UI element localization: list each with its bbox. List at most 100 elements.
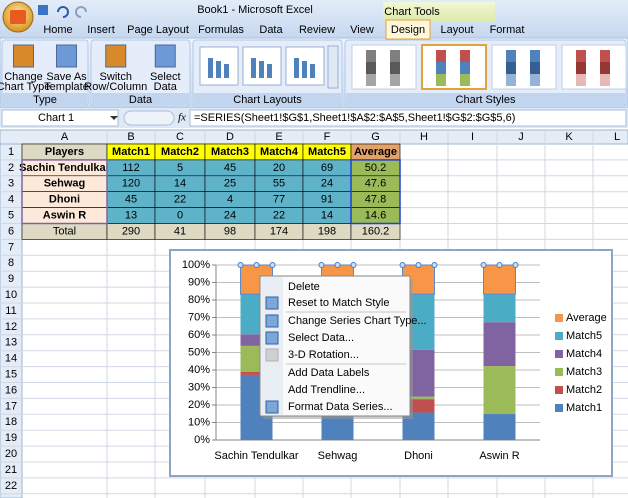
column-header[interactable]: E <box>275 131 282 143</box>
bar-segment[interactable] <box>483 366 516 415</box>
column-header[interactable]: H <box>420 131 428 143</box>
row-header[interactable]: 14 <box>5 353 17 365</box>
style-thumb[interactable] <box>421 44 487 90</box>
legend-label[interactable]: Average <box>566 312 607 324</box>
menu-item[interactable]: Format Data Series... <box>288 401 393 413</box>
undo-icon[interactable] <box>57 6 69 18</box>
button-label[interactable]: Change <box>4 71 43 83</box>
save-icon[interactable] <box>38 5 48 15</box>
column-header[interactable]: J <box>518 131 524 143</box>
cell-text: 22 <box>174 194 186 206</box>
bar-segment[interactable] <box>483 414 516 440</box>
column-header[interactable]: C <box>176 131 184 143</box>
menu-item[interactable]: Select Data... <box>288 332 354 344</box>
row-header[interactable]: 19 <box>5 432 17 444</box>
menu-item[interactable]: Change Series Chart Type... <box>288 315 427 327</box>
row-header[interactable]: 22 <box>5 480 17 492</box>
row-header[interactable]: 15 <box>5 368 17 380</box>
ribbon-tab[interactable]: Review <box>299 24 335 36</box>
layout-scroll[interactable] <box>327 45 339 89</box>
button-icon[interactable] <box>105 44 127 68</box>
ribbon-tab[interactable]: Format <box>490 24 525 36</box>
row-header[interactable]: 12 <box>5 321 17 333</box>
selection-handle <box>269 262 276 268</box>
button-label[interactable]: Data <box>154 81 178 93</box>
legend-label[interactable]: Match4 <box>566 348 602 360</box>
button-label[interactable]: Select <box>150 71 181 83</box>
bar-segment[interactable] <box>240 334 273 346</box>
ribbon-tab[interactable]: Data <box>259 24 283 36</box>
row-header[interactable]: 2 <box>8 162 14 174</box>
row-header[interactable]: 1 <box>8 146 14 158</box>
row-header[interactable]: 16 <box>5 384 17 396</box>
bar-segment[interactable] <box>240 372 273 375</box>
menu-item[interactable]: Reset to Match Style <box>288 297 390 309</box>
legend-swatch[interactable] <box>555 404 563 412</box>
style-thumb[interactable] <box>351 44 417 90</box>
menu-item[interactable]: Add Data Labels <box>288 367 370 379</box>
bar-segment[interactable] <box>402 396 435 400</box>
redo-icon[interactable] <box>75 6 87 18</box>
bar-segment[interactable] <box>483 294 516 323</box>
button-label[interactable]: Template <box>44 81 89 93</box>
row-header[interactable]: 6 <box>8 225 14 237</box>
ribbon-tab[interactable]: View <box>350 24 374 36</box>
row-header[interactable]: 10 <box>5 289 17 301</box>
row-header[interactable]: 21 <box>5 464 17 476</box>
style-thumb[interactable] <box>561 44 627 90</box>
button-icon[interactable] <box>154 44 176 68</box>
legend-label[interactable]: Match1 <box>566 402 602 414</box>
row-header[interactable]: 11 <box>5 305 16 317</box>
column-header[interactable]: D <box>226 131 234 143</box>
column-header[interactable]: B <box>127 131 134 143</box>
menu-item[interactable]: Delete <box>288 281 320 293</box>
button-label[interactable]: Row/Column <box>84 81 147 93</box>
style-thumb-seg <box>506 74 516 86</box>
column-header[interactable]: K <box>565 131 573 143</box>
ribbon-tab[interactable]: Layout <box>440 24 473 36</box>
column-header[interactable]: F <box>324 131 331 143</box>
legend-swatch[interactable] <box>555 368 563 376</box>
name-box-arrow[interactable] <box>110 116 118 120</box>
column-header[interactable]: G <box>371 131 380 143</box>
row-header[interactable]: 13 <box>5 337 17 349</box>
ribbon-tab[interactable]: Insert <box>87 24 115 36</box>
button-icon[interactable] <box>56 44 77 68</box>
row-header[interactable]: 17 <box>5 400 17 412</box>
layout-thumb-bar <box>294 58 299 78</box>
button-icon[interactable] <box>13 44 34 68</box>
column-header[interactable]: A <box>61 131 69 143</box>
button-label[interactable]: Save As <box>46 71 87 83</box>
legend-swatch[interactable] <box>555 332 563 340</box>
column-header[interactable]: I <box>471 131 474 143</box>
ribbon-tab[interactable]: Home <box>43 24 72 36</box>
button-label[interactable]: Chart Type <box>0 81 50 93</box>
layout-thumb-bar <box>259 61 264 78</box>
legend-label[interactable]: Match3 <box>566 366 602 378</box>
legend-swatch[interactable] <box>555 386 563 394</box>
style-thumb[interactable] <box>491 44 557 90</box>
column-header[interactable]: L <box>614 131 620 143</box>
button-label[interactable]: Switch <box>100 71 132 83</box>
row-header[interactable]: 4 <box>8 194 14 206</box>
bar-segment[interactable] <box>483 264 516 295</box>
cell-text: 14 <box>174 178 186 190</box>
row-header[interactable]: 8 <box>8 257 14 269</box>
row-header[interactable]: 9 <box>8 273 14 285</box>
name-box[interactable] <box>1 109 119 127</box>
row-header[interactable]: 18 <box>5 416 17 428</box>
legend-label[interactable]: Match5 <box>566 330 602 342</box>
ribbon-tab[interactable]: Page Layout <box>127 24 189 36</box>
row-header[interactable]: 3 <box>8 178 14 190</box>
row-header[interactable]: 7 <box>8 241 14 253</box>
row-header[interactable]: 20 <box>5 448 17 460</box>
row-header[interactable]: 5 <box>8 209 14 221</box>
legend-label[interactable]: Match2 <box>566 384 602 396</box>
menu-item-icon <box>265 314 279 328</box>
ribbon-tab[interactable]: Design <box>391 24 425 36</box>
formula-box[interactable] <box>189 109 627 127</box>
legend-swatch[interactable] <box>555 314 563 322</box>
legend-swatch[interactable] <box>555 350 563 358</box>
bar-segment[interactable] <box>483 322 516 367</box>
ribbon-tab[interactable]: Formulas <box>198 24 244 36</box>
